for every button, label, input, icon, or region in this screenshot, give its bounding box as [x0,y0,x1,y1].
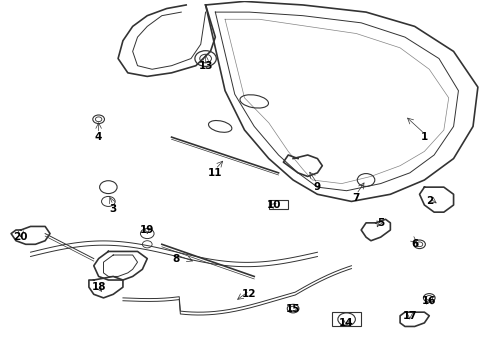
Text: 17: 17 [402,311,416,321]
Text: 1: 1 [420,132,427,142]
Text: 13: 13 [198,61,212,71]
Text: 12: 12 [242,289,256,299]
Text: 19: 19 [140,225,154,235]
Text: 15: 15 [285,303,300,314]
Text: 14: 14 [339,318,353,328]
Text: 5: 5 [376,218,384,228]
Text: 9: 9 [313,182,320,192]
Text: 4: 4 [95,132,102,142]
Text: 3: 3 [109,203,117,213]
Text: 8: 8 [172,253,180,264]
Text: 11: 11 [208,168,222,178]
Text: 6: 6 [410,239,417,249]
Text: 10: 10 [266,200,280,210]
Text: 20: 20 [14,232,28,242]
Text: 16: 16 [421,296,436,306]
Text: 2: 2 [425,197,432,206]
Text: 7: 7 [352,193,359,203]
Text: 18: 18 [91,282,106,292]
